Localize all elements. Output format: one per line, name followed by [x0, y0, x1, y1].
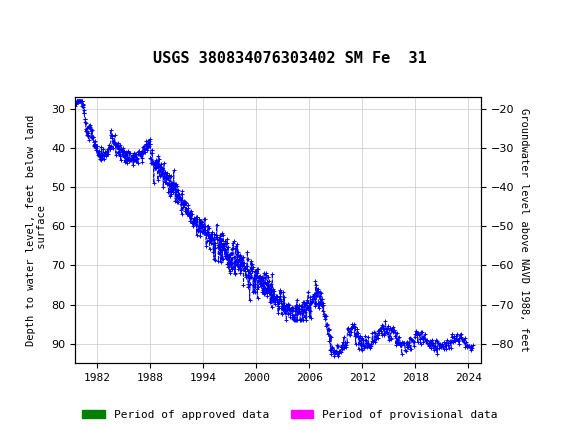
- Y-axis label: Groundwater level above NAVD 1988, feet: Groundwater level above NAVD 1988, feet: [519, 108, 528, 352]
- Legend: Period of approved data, Period of provisional data: Period of approved data, Period of provi…: [78, 405, 502, 424]
- FancyBboxPatch shape: [3, 2, 61, 37]
- Text: USGS 380834076303402 SM Fe  31: USGS 380834076303402 SM Fe 31: [153, 51, 427, 65]
- Text: USGS: USGS: [67, 12, 100, 25]
- Y-axis label: Depth to water level, feet below land
 surface: Depth to water level, feet below land su…: [26, 114, 48, 346]
